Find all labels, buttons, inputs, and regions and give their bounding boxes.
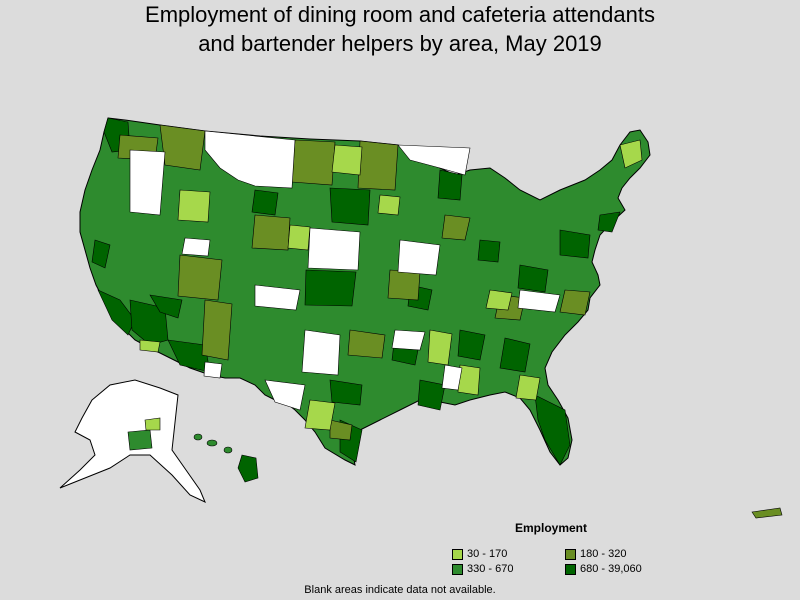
no-data-regions	[129, 130, 561, 411]
map-title: Employment of dining room and cafeteria …	[0, 0, 800, 58]
legend-item-30-170: 30 - 170	[452, 548, 507, 560]
hawaii-shape	[193, 433, 259, 483]
legend-label: 30 - 170	[467, 548, 508, 560]
alaska-green-region	[127, 429, 153, 451]
legend-swatch	[452, 563, 463, 575]
legend-swatch	[565, 563, 576, 575]
dark-green-regions	[91, 117, 621, 466]
legend-label: 330 - 670	[467, 563, 514, 575]
legend-item-680-39060: 680 - 39,060	[565, 563, 642, 575]
puerto-rico-shape	[751, 507, 783, 519]
map-title-line1: Employment of dining room and cafeteria …	[145, 2, 655, 27]
legend-item-330-670: 330 - 670	[452, 563, 513, 575]
legend-swatch	[452, 548, 463, 560]
legend-label: 680 - 39,060	[580, 563, 642, 575]
map-title-line2: and bartender helpers by area, May 2019	[198, 31, 602, 56]
contiguous-us-shape	[79, 117, 651, 466]
legend-title: Employment	[515, 521, 588, 535]
legend-label: 180 - 320	[580, 548, 627, 560]
light-green-regions	[139, 139, 643, 431]
legend-item-180-320: 180 - 320	[565, 548, 626, 560]
alaska-light-region	[144, 417, 161, 431]
legend-swatch	[565, 548, 576, 560]
olive-regions	[117, 124, 591, 441]
footnote: Blank areas indicate data not available.	[304, 584, 496, 596]
